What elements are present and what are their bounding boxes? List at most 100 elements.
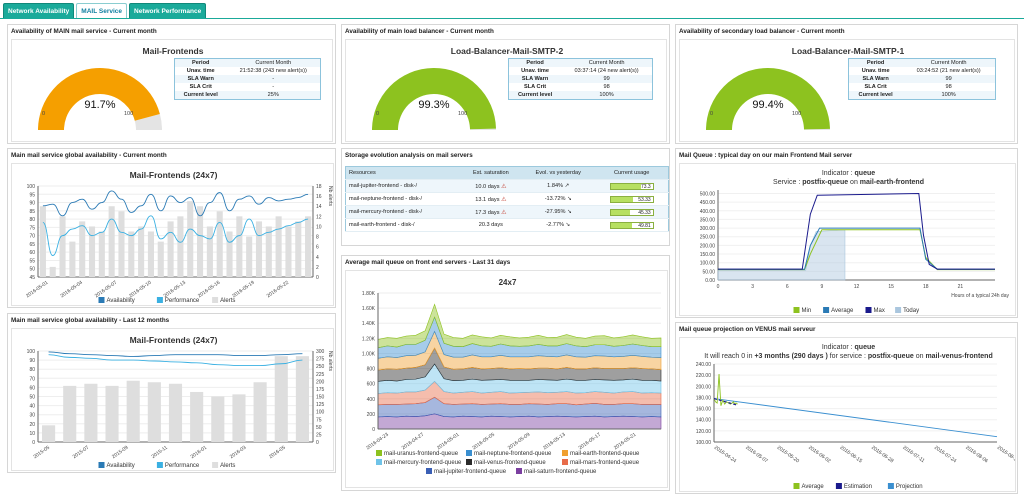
legend-label: Max xyxy=(874,308,885,314)
availability-year-chart: Mail-Frontends (24x7) 0 10 20 30 40 50 60 70 80 90… xyxy=(11,328,334,471)
alerts-bar xyxy=(63,385,77,442)
legend-label: mail-uranus-frontend-queue xyxy=(384,451,459,457)
legend-swatch xyxy=(426,468,432,474)
legend-label: Availability xyxy=(107,298,135,304)
x-tick-label: 2015-07 xyxy=(72,445,91,461)
sla-value: 03:37:14 (24 new alert(s)) xyxy=(574,68,639,74)
alerts-bar xyxy=(206,226,213,277)
legend-label: mail-neptune-frontend-queue xyxy=(474,451,552,457)
storage-evolution: 1.84% ↗ xyxy=(521,179,596,193)
y2-tick-label: 200 xyxy=(316,379,325,385)
y-tick-label: 200.00 xyxy=(700,243,716,249)
indicator-text: queue xyxy=(855,344,876,351)
sla-row: Unav. time 21:52:38 (243 new alert(s)) xyxy=(175,67,321,75)
alerts-bar xyxy=(126,380,140,442)
y-tick-label: 70 xyxy=(29,234,35,240)
x-tick-label: 2016-05-05 xyxy=(471,432,496,452)
typical-day-panel: Mail Queue : typical day on our main Fro… xyxy=(675,148,1018,318)
storage-header: Resources xyxy=(345,166,461,180)
x-tick-label: 15 xyxy=(888,284,894,290)
y-tick-label: 0.00 xyxy=(705,278,715,284)
y-tick-label: 350.00 xyxy=(700,217,716,223)
y2-tick-label: 2 xyxy=(316,265,319,271)
alerts-bar xyxy=(232,394,246,442)
y2-tick-label: 225 xyxy=(316,372,325,378)
alerts-bar xyxy=(295,356,309,442)
sla-value: Current Month xyxy=(588,60,625,66)
storage-table: Resources Est. saturation Evol. vs yesterd… xyxy=(345,166,669,232)
storage-evolution: -2.77% ↘ xyxy=(521,218,596,232)
y2-tick-label: 250 xyxy=(316,364,325,370)
gauge-chart xyxy=(38,67,162,130)
sla-row: Current level 100% xyxy=(508,91,653,100)
alerts-bar xyxy=(255,221,263,277)
y-tick-label: 0 xyxy=(372,427,375,433)
sla-row: SLA Warn - xyxy=(174,75,321,83)
panel-title: Mail queue projection on VENUS mail serv… xyxy=(679,326,816,333)
x-tick-label: 2016-07-24 xyxy=(933,445,958,465)
sla-row: SLA Crit 98 xyxy=(509,83,653,91)
storage-saturation: 13.1 days ⚠ xyxy=(460,192,522,206)
tab-network-availability[interactable]: Network Availability xyxy=(3,3,75,18)
sla-value: - xyxy=(272,84,275,90)
chart-title: Mail-Frontends (24x7) xyxy=(130,170,218,180)
y2-tick-label: 14 xyxy=(316,204,322,210)
sla-value: 03:24:52 (21 new alert(s)) xyxy=(916,68,981,74)
tab-mail-service[interactable]: MAIL Service xyxy=(76,3,128,18)
sla-row: Unav. time 03:24:52 (21 new alert(s)) xyxy=(849,67,996,75)
sla-value: 99 xyxy=(603,76,610,82)
alerts-bar xyxy=(108,206,115,277)
area-series xyxy=(377,303,662,349)
y-tick-label: 30 xyxy=(29,413,35,419)
y2-tick-label: 6 xyxy=(316,245,319,251)
alerts-bar xyxy=(167,221,174,277)
y-tick-label: 100.00 xyxy=(696,440,712,446)
sla-row: SLA Crit 98 xyxy=(849,83,996,91)
y-tick-label: 80 xyxy=(29,367,35,373)
gauge-panel-lb-main: Availability of main load balancer - Cur… xyxy=(341,24,670,144)
y-tick-label: 1.80K xyxy=(362,291,376,297)
legend-label: Average xyxy=(831,308,854,314)
x-tick-label: 2016-05-13 xyxy=(542,432,567,452)
legend-label: mail-saturn-frontend-queue xyxy=(524,469,597,475)
sla-value: Current Month xyxy=(255,60,292,66)
alerts-bar xyxy=(69,241,76,277)
legend-swatch xyxy=(156,297,163,303)
x-tick-label: 2015-09 xyxy=(111,445,130,461)
tab-network-performance[interactable]: Network Performance xyxy=(129,3,207,18)
service-text: Service : xyxy=(773,179,802,186)
y2-tick-label: 100 xyxy=(316,410,325,416)
alerts-bar xyxy=(275,216,282,277)
sla-row: Unav. time 03:37:14 (24 new alert(s)) xyxy=(509,67,653,75)
gauge-min: 0 xyxy=(376,111,380,117)
panel-title: Mail Queue : typical day on our main Fro… xyxy=(679,152,853,159)
panel-title: Availability of secondary load balancer … xyxy=(679,28,845,35)
y-tick-label: 75 xyxy=(29,225,35,231)
usage-bar: 53.33 xyxy=(609,195,654,203)
usage-value: 49.81 xyxy=(638,222,651,229)
legend-label: mail-mercury-frontend-queue xyxy=(384,460,462,466)
gauge-panel-lb-secondary: Availability of secondary load balancer … xyxy=(675,24,1018,144)
gauge-track xyxy=(469,128,496,130)
y-tick-label: 60 xyxy=(29,250,35,256)
legend-swatch xyxy=(212,462,219,468)
sla-row: SLA Warn 99 xyxy=(508,75,653,83)
y-tick-label: 60 xyxy=(29,385,35,391)
storage-resource: mail-earth-frontend - disk-/ xyxy=(345,218,461,232)
usage-fill xyxy=(610,222,632,228)
sla-row: Period Current Month xyxy=(848,58,996,67)
availability-year-panel: Main mail service global availability - … xyxy=(7,313,336,473)
availability-line xyxy=(48,351,303,357)
y-tick-label: 1.20K xyxy=(362,336,376,342)
alerts-bar xyxy=(177,216,184,277)
y-tick-label: 400.00 xyxy=(700,209,716,215)
panel-title: Average mail queue on front end servers … xyxy=(345,259,511,266)
service-text: postfix-queue xyxy=(802,179,848,186)
indicator-line: Indicator : queue xyxy=(822,344,875,351)
y-tick-label: 45 xyxy=(29,275,35,281)
y-tick-label: 100 xyxy=(27,349,36,355)
legend-label: Estimation xyxy=(844,484,872,490)
y-tick-label: 150.00 xyxy=(700,252,716,258)
sla-value: 98 xyxy=(945,84,952,90)
alerts-bar xyxy=(216,211,223,277)
